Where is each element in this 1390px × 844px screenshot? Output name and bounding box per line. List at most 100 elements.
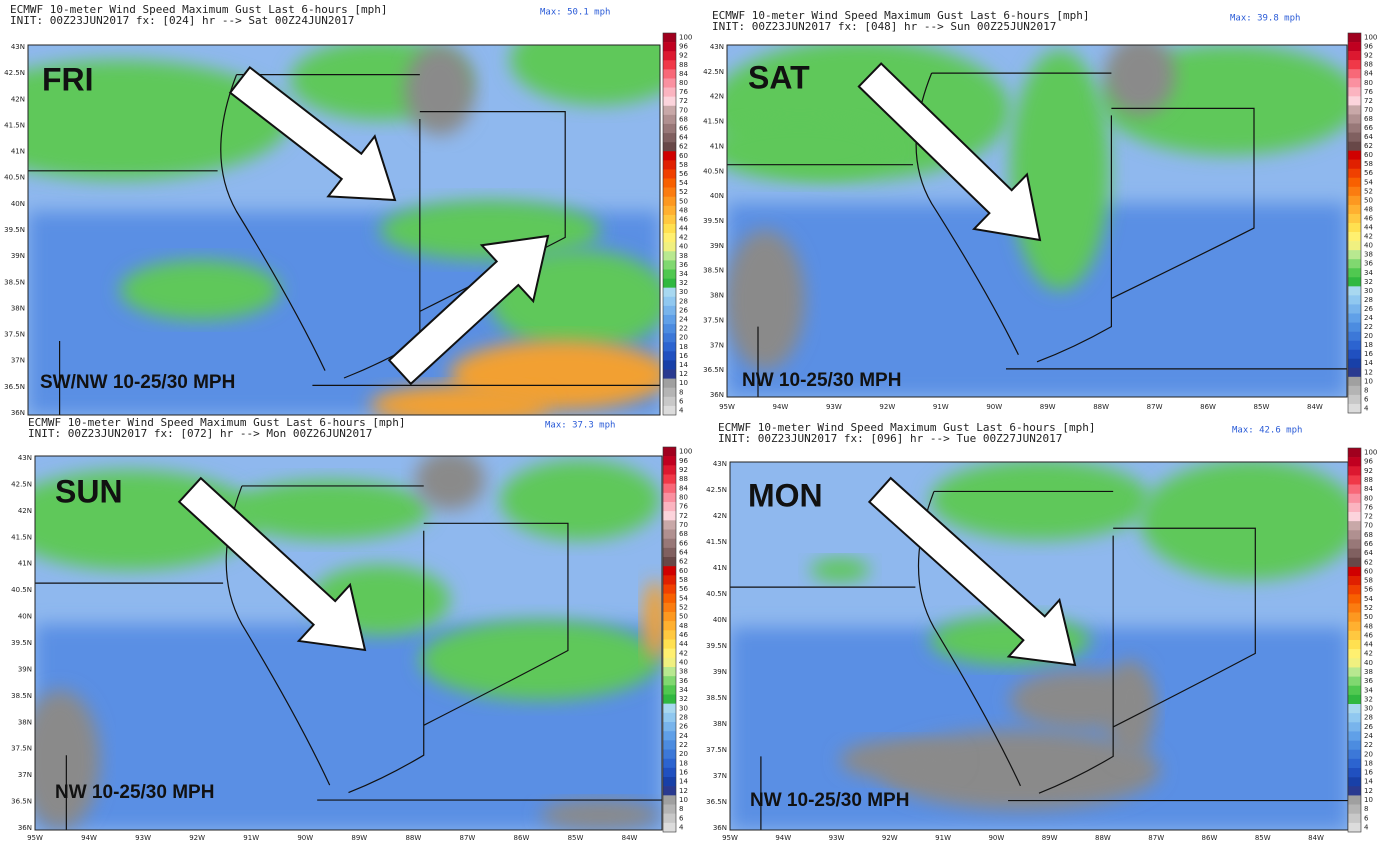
calm-zone bbox=[1105, 45, 1175, 115]
colorbar-label: 38 bbox=[679, 252, 688, 260]
colorbar-label: 66 bbox=[679, 539, 688, 547]
direction-arrow bbox=[177, 476, 367, 652]
colorbar-label: 88 bbox=[1364, 476, 1373, 484]
colorbar-swatch bbox=[1348, 358, 1361, 369]
colorbar-label: 96 bbox=[679, 43, 688, 51]
lat-label: 42.5N bbox=[4, 69, 25, 77]
colorbar-swatch bbox=[663, 813, 676, 824]
wind-summary: SW/NW 10-25/30 MPH bbox=[40, 372, 235, 393]
colorbar-label: 80 bbox=[679, 79, 688, 87]
colorbar-label: 26 bbox=[1364, 723, 1373, 731]
colorbar-swatch bbox=[663, 351, 676, 361]
lat-label: 43N bbox=[710, 43, 724, 51]
lat-label: 42.5N bbox=[11, 480, 32, 488]
colorbar-swatch bbox=[663, 667, 676, 677]
colorbar-swatch bbox=[663, 639, 676, 649]
colorbar-swatch bbox=[663, 703, 676, 714]
wind-summary: NW 10-25/30 MPH bbox=[55, 782, 214, 803]
colorbar-label: 6 bbox=[679, 397, 684, 405]
colorbar-label: 16 bbox=[679, 352, 688, 360]
colorbar-label: 66 bbox=[1364, 540, 1373, 548]
colorbar-swatch bbox=[663, 205, 676, 216]
colorbar-swatch bbox=[663, 342, 676, 352]
lon-label: 91W bbox=[243, 834, 259, 842]
lat-label: 36N bbox=[713, 824, 727, 832]
colorbar-label: 24 bbox=[1364, 732, 1373, 740]
colorbar-swatch bbox=[663, 648, 676, 659]
colorbar-label: 68 bbox=[1364, 115, 1373, 123]
colorbar-swatch bbox=[663, 465, 676, 475]
colorbar-swatch bbox=[1348, 33, 1361, 43]
colorbar-swatch bbox=[1348, 96, 1361, 106]
lon-label: 85W bbox=[1255, 834, 1271, 842]
colorbar-label: 26 bbox=[679, 306, 688, 314]
colorbar-swatch bbox=[1348, 512, 1361, 522]
colorbar-label: 70 bbox=[1364, 522, 1373, 530]
map-area bbox=[28, 45, 660, 415]
lat-label: 43N bbox=[11, 43, 25, 51]
colorbar-swatch bbox=[1348, 704, 1361, 714]
colorbar-swatch bbox=[1348, 69, 1361, 79]
colorbar-swatch bbox=[663, 378, 676, 389]
colorbar-label: 46 bbox=[1364, 214, 1373, 222]
colorbar-swatch bbox=[1348, 585, 1361, 595]
colorbar-label: 4 bbox=[1364, 823, 1369, 831]
lat-label: 42N bbox=[713, 512, 727, 520]
colorbar-label: 30 bbox=[679, 704, 688, 712]
colorbar-swatch bbox=[1348, 457, 1361, 467]
colorbar-label: 76 bbox=[1364, 88, 1373, 96]
lon-label: 89W bbox=[1040, 403, 1056, 411]
map-frame bbox=[27, 44, 661, 416]
wind-zone bbox=[727, 120, 890, 180]
colorbar-swatch bbox=[663, 33, 676, 43]
colorbar-swatch bbox=[1348, 521, 1361, 531]
max-gust: Max: 39.8 mph bbox=[1230, 14, 1300, 24]
lat-label: 40N bbox=[18, 613, 32, 621]
lat-label: 41.5N bbox=[706, 538, 727, 546]
colorbar-label: 26 bbox=[679, 723, 688, 731]
colorbar-label: 44 bbox=[679, 225, 688, 233]
colorbar-label: 54 bbox=[1364, 178, 1373, 186]
colorbar-swatch bbox=[1348, 658, 1361, 668]
colorbar-swatch bbox=[1348, 603, 1361, 613]
lat-label: 37.5N bbox=[11, 745, 32, 753]
colorbar-label: 32 bbox=[679, 279, 688, 287]
lat-label: 40N bbox=[713, 616, 727, 624]
direction-arrow bbox=[867, 476, 1077, 667]
colorbar-swatch bbox=[663, 722, 676, 732]
lat-label: 38N bbox=[11, 304, 25, 312]
colorbar-label: 44 bbox=[1364, 224, 1373, 232]
colorbar-swatch bbox=[663, 405, 676, 416]
lat-label: 43N bbox=[713, 460, 727, 468]
colorbar-swatch bbox=[1348, 448, 1361, 458]
colorbar-swatch bbox=[663, 740, 676, 750]
colorbar-frame bbox=[662, 446, 677, 833]
lon-label: 84W bbox=[1307, 403, 1323, 411]
colorbar-label: 76 bbox=[679, 503, 688, 511]
colorbar-label: 50 bbox=[1364, 196, 1373, 204]
colorbar-label: 16 bbox=[1364, 769, 1373, 777]
colorbar-label: 34 bbox=[1364, 269, 1373, 277]
colorbar-swatch bbox=[663, 105, 676, 116]
colorbar-label: 100 bbox=[1364, 34, 1377, 42]
lon-label: 86W bbox=[1200, 403, 1216, 411]
colorbar-label: 32 bbox=[1364, 278, 1373, 286]
direction-arrow bbox=[857, 62, 1042, 242]
lat-label: 36.5N bbox=[11, 798, 32, 806]
colorbar-frame bbox=[1347, 447, 1362, 833]
colorbar-label: 56 bbox=[679, 170, 688, 178]
colorbar-label: 48 bbox=[679, 622, 688, 630]
lat-label: 37N bbox=[713, 772, 727, 780]
lat-label: 40.5N bbox=[706, 590, 727, 598]
colorbar-swatch bbox=[1348, 349, 1361, 360]
lon-label: 92W bbox=[882, 834, 898, 842]
colorbar-label: 52 bbox=[1364, 604, 1373, 612]
colorbar-swatch bbox=[1348, 804, 1361, 815]
colorbar-label: 38 bbox=[1364, 668, 1373, 676]
lat-label: 39N bbox=[18, 665, 32, 673]
colorbar-swatch bbox=[1348, 114, 1361, 124]
colorbar-label: 56 bbox=[1364, 586, 1373, 594]
colorbar-label: 36 bbox=[1364, 677, 1373, 685]
lat-label: 37.5N bbox=[4, 331, 25, 339]
state-borders bbox=[727, 72, 1347, 397]
